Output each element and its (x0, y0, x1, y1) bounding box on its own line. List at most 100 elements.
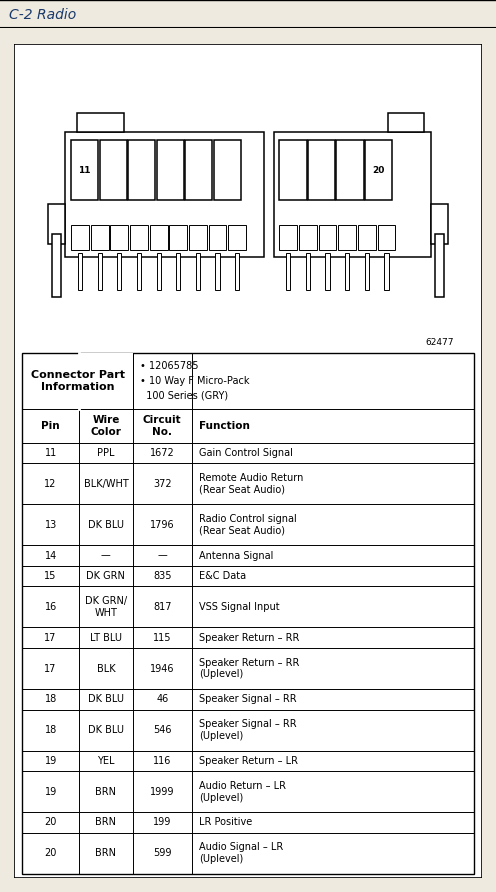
Bar (157, 140, 184, 201)
Text: Wire
Color: Wire Color (90, 415, 122, 437)
Bar (65, 131, 264, 257)
Text: C-2 Radio: C-2 Radio (9, 8, 76, 22)
Text: 20: 20 (45, 848, 57, 858)
Text: Speaker Return – RR: Speaker Return – RR (198, 632, 299, 643)
Bar (358, 225, 376, 250)
Text: 11: 11 (45, 448, 57, 458)
Bar (78, 252, 82, 290)
Text: 1672: 1672 (150, 448, 175, 458)
Bar (100, 140, 127, 201)
Bar (117, 252, 122, 290)
Bar (130, 225, 148, 250)
Text: LR Positive: LR Positive (198, 817, 252, 828)
Text: 18: 18 (45, 725, 57, 735)
Text: 17: 17 (45, 664, 57, 673)
Bar (325, 252, 330, 290)
Bar (215, 252, 220, 290)
Text: 599: 599 (153, 848, 172, 858)
Bar (176, 252, 181, 290)
Bar (91, 225, 109, 250)
Text: 116: 116 (153, 756, 172, 766)
Text: Speaker Signal – RR: Speaker Signal – RR (198, 694, 296, 705)
Text: DK BLU: DK BLU (88, 520, 124, 530)
Bar (286, 252, 290, 290)
Bar (345, 252, 349, 290)
Text: DK BLU: DK BLU (88, 694, 124, 705)
Text: Radio Control signal
(Rear Seat Audio): Radio Control signal (Rear Seat Audio) (198, 514, 297, 535)
Text: 1946: 1946 (150, 664, 175, 673)
Text: DK BLU: DK BLU (88, 725, 124, 735)
Text: Antenna Signal: Antenna Signal (198, 550, 273, 560)
Text: Gain Control Signal: Gain Control Signal (198, 448, 293, 458)
Text: VSS Signal Input: VSS Signal Input (198, 602, 279, 612)
Bar (150, 225, 168, 250)
Bar (111, 225, 128, 250)
Text: 20: 20 (372, 166, 385, 175)
Bar (308, 140, 335, 201)
Bar (377, 225, 395, 250)
Bar (384, 252, 389, 290)
Text: Function: Function (198, 421, 249, 431)
Bar (98, 252, 102, 290)
Bar (48, 204, 65, 244)
Bar (279, 225, 297, 250)
Text: 15: 15 (45, 571, 57, 581)
Bar (128, 140, 155, 201)
Text: 115: 115 (153, 632, 172, 643)
Text: 16: 16 (45, 602, 57, 612)
Text: LT BLU: LT BLU (90, 632, 122, 643)
Bar (214, 140, 241, 201)
Text: Speaker Signal – RR
(Uplevel): Speaker Signal – RR (Uplevel) (198, 719, 296, 741)
Text: Circuit
No.: Circuit No. (143, 415, 182, 437)
Text: Audio Return – LR
(Uplevel): Audio Return – LR (Uplevel) (198, 780, 286, 803)
Bar (209, 225, 227, 250)
Text: 19: 19 (45, 787, 57, 797)
Text: 13: 13 (45, 520, 57, 530)
Text: E&C Data: E&C Data (198, 571, 246, 581)
Text: Connector Part
Information: Connector Part Information (31, 370, 124, 392)
Bar (22, 352, 474, 874)
Text: BLK: BLK (97, 664, 115, 673)
Bar (336, 140, 364, 201)
Bar (71, 140, 98, 201)
Bar (71, 225, 89, 250)
Bar (235, 252, 240, 290)
Bar (274, 131, 431, 257)
Text: —: — (157, 550, 167, 560)
Text: BRN: BRN (95, 787, 117, 797)
Bar (435, 235, 443, 297)
Text: • 12065785
• 10 Way F Micro-Pack
  100 Series (GRY): • 12065785 • 10 Way F Micro-Pack 100 Ser… (140, 361, 249, 401)
Text: 19: 19 (45, 756, 57, 766)
Text: 20: 20 (45, 817, 57, 828)
Text: PPL: PPL (97, 448, 115, 458)
Text: BRN: BRN (95, 817, 117, 828)
Bar (77, 113, 124, 131)
Bar (365, 252, 369, 290)
Text: 835: 835 (153, 571, 172, 581)
Text: DK GRN: DK GRN (86, 571, 125, 581)
Text: Audio Signal – LR
(Uplevel): Audio Signal – LR (Uplevel) (198, 843, 283, 864)
Bar (431, 204, 448, 244)
Bar (338, 225, 356, 250)
Text: 1999: 1999 (150, 787, 175, 797)
Bar (228, 225, 246, 250)
Bar (169, 225, 187, 250)
Text: 817: 817 (153, 602, 172, 612)
Text: 372: 372 (153, 479, 172, 489)
Text: 1796: 1796 (150, 520, 175, 530)
Text: Speaker Return – RR
(Uplevel): Speaker Return – RR (Uplevel) (198, 657, 299, 680)
Text: 17: 17 (45, 632, 57, 643)
Bar (299, 225, 317, 250)
Bar (196, 252, 200, 290)
Text: 46: 46 (156, 694, 169, 705)
Text: 14: 14 (45, 550, 57, 560)
Bar (157, 252, 161, 290)
Bar (388, 113, 424, 131)
Text: Pin: Pin (41, 421, 60, 431)
Text: Remote Audio Return
(Rear Seat Audio): Remote Audio Return (Rear Seat Audio) (198, 473, 303, 494)
Text: BLK/WHT: BLK/WHT (83, 479, 128, 489)
Bar (189, 225, 207, 250)
Text: 199: 199 (153, 817, 172, 828)
Text: 12: 12 (45, 479, 57, 489)
Bar (318, 225, 336, 250)
